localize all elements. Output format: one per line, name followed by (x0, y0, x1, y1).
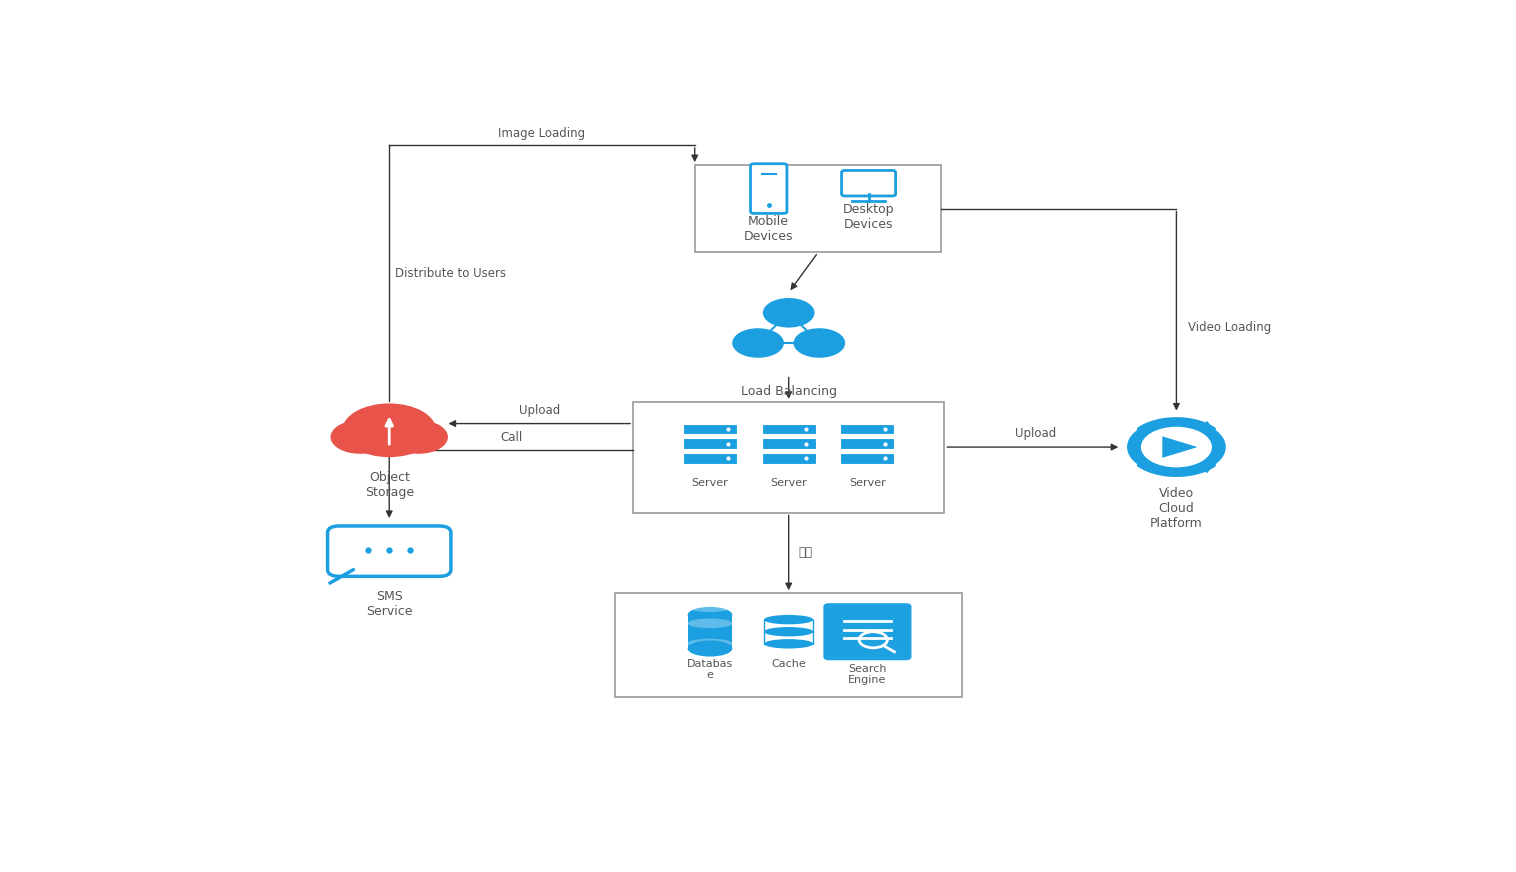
Circle shape (1142, 426, 1211, 467)
Circle shape (763, 298, 814, 328)
Ellipse shape (764, 615, 814, 624)
FancyBboxPatch shape (840, 453, 894, 464)
FancyBboxPatch shape (688, 615, 732, 649)
FancyBboxPatch shape (761, 424, 816, 434)
Ellipse shape (688, 640, 732, 657)
Text: Object
Storage: Object Storage (365, 471, 414, 499)
Text: Call: Call (500, 431, 522, 444)
FancyBboxPatch shape (840, 439, 894, 449)
FancyBboxPatch shape (682, 424, 737, 434)
Circle shape (390, 420, 449, 453)
Text: Upload: Upload (518, 404, 559, 417)
FancyBboxPatch shape (694, 165, 941, 252)
Circle shape (793, 328, 846, 358)
Ellipse shape (688, 638, 732, 648)
Text: Video
Cloud
Platform: Video Cloud Platform (1151, 487, 1202, 530)
Text: 存储: 存储 (797, 547, 813, 559)
Text: Upload: Upload (1016, 427, 1057, 440)
Text: Search
Engine: Search Engine (847, 664, 887, 685)
FancyBboxPatch shape (841, 170, 896, 196)
Text: Desktop
Devices: Desktop Devices (843, 202, 894, 231)
FancyBboxPatch shape (327, 526, 450, 576)
FancyBboxPatch shape (634, 402, 944, 513)
Text: Image Loading: Image Loading (499, 126, 585, 140)
Circle shape (732, 328, 784, 358)
FancyBboxPatch shape (761, 453, 816, 464)
Text: Databas
e: Databas e (687, 658, 734, 680)
FancyBboxPatch shape (615, 593, 963, 698)
Circle shape (330, 420, 390, 453)
FancyBboxPatch shape (682, 453, 737, 464)
Text: Cache: Cache (772, 658, 807, 669)
Text: Video Loading: Video Loading (1189, 322, 1272, 334)
Polygon shape (1163, 436, 1198, 458)
FancyBboxPatch shape (823, 603, 911, 660)
Text: Server: Server (691, 478, 728, 488)
Circle shape (343, 404, 437, 457)
Ellipse shape (688, 607, 732, 623)
Text: Distribute to Users: Distribute to Users (396, 267, 506, 280)
FancyBboxPatch shape (761, 439, 816, 449)
Circle shape (1126, 419, 1226, 475)
Text: Server: Server (849, 478, 885, 488)
Text: Server: Server (770, 478, 807, 488)
FancyBboxPatch shape (343, 433, 437, 451)
Ellipse shape (764, 639, 814, 649)
Text: Load Balancing: Load Balancing (741, 385, 837, 398)
FancyBboxPatch shape (750, 164, 787, 214)
Ellipse shape (688, 618, 732, 628)
FancyBboxPatch shape (840, 424, 894, 434)
FancyBboxPatch shape (682, 439, 737, 449)
Ellipse shape (764, 627, 814, 637)
Text: Mobile
Devices: Mobile Devices (744, 215, 793, 242)
Text: SMS
Service: SMS Service (365, 589, 412, 617)
Ellipse shape (688, 603, 732, 612)
